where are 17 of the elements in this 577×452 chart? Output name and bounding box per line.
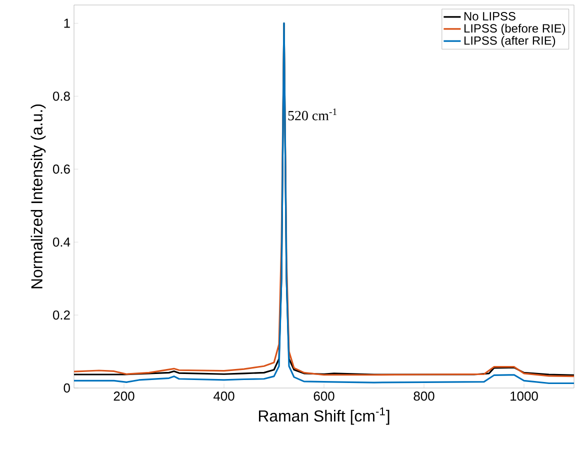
x-tick-label: 1000 [510, 392, 538, 401]
y-tick-label: 1 [64, 18, 70, 28]
y-tick-label: 0.8 [52, 92, 70, 101]
y-tick-label: 0.4 [52, 238, 70, 247]
x-tick-label: 600 [314, 392, 334, 401]
x-axis-title: Raman Shift [cm$^{-1}$] [258, 408, 390, 425]
annotation: 520 cm$^{-1}$ [288, 108, 337, 120]
y-axis-title: Normalized Intensity (a.u.) [30, 104, 46, 288]
y-tick-label: 0 [64, 383, 70, 393]
x-tick-label: 200 [114, 392, 134, 401]
legend-label: No LIPSS [464, 12, 516, 20]
x-tick-label: 800 [414, 392, 434, 401]
y-tick-label: 0.2 [52, 310, 70, 320]
legend-label: LIPSS (after RIE) [464, 36, 556, 48]
legend-label: LIPSS (before RIE) [464, 24, 566, 35]
x-tick-label: 400 [213, 392, 234, 401]
y-tick-label: 0.6 [52, 164, 70, 174]
